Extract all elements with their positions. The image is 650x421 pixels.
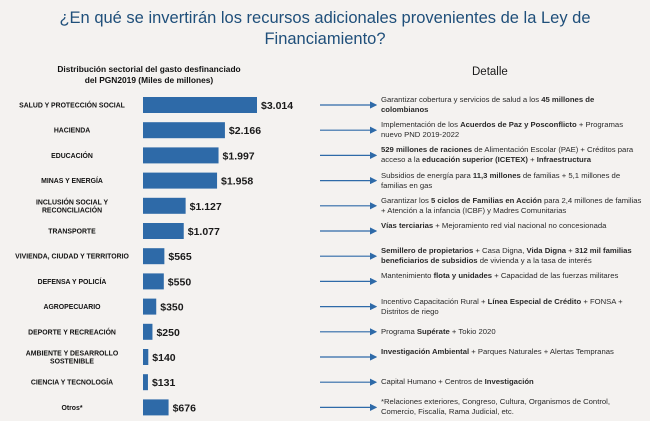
chart-title-line2: del PGN2019 (Miles de millones) — [84, 75, 214, 85]
category-label: TRANSPORTE — [48, 229, 96, 236]
bar — [143, 248, 165, 265]
bar — [143, 147, 219, 164]
detail-text: Implementación de los Acuerdos de Paz y … — [381, 120, 624, 140]
bar — [143, 197, 186, 214]
bar — [143, 323, 153, 340]
category-label: MINAS Y ENERGÍA — [41, 176, 103, 185]
bar-value-label: $550 — [168, 276, 192, 288]
chart-title: Distribución sectorial del gasto desfina… — [34, 64, 264, 86]
bar-value-label: $565 — [168, 251, 192, 263]
detail-text: Vías terciarias + Mejoramiento red vial … — [381, 221, 607, 230]
detail-text: Capital Humano + Centros de Investigació… — [381, 377, 534, 387]
bar — [143, 349, 149, 365]
bar-value-label: $140 — [152, 352, 176, 364]
detail-text: Garantizar cobertura y servicios de salu… — [381, 95, 595, 114]
detail-text: *Relaciones exteriores, Congreso, Cultur… — [381, 397, 611, 417]
bar-value-label: $1.127 — [190, 201, 222, 213]
detail-text: 529 millones de raciones de Alimentación… — [381, 145, 634, 165]
detail-text: Subsidios de energía para 11,3 millones … — [381, 170, 621, 190]
bar — [143, 223, 184, 239]
bar-value-label: $350 — [160, 302, 184, 314]
bar-value-label: $676 — [173, 402, 197, 414]
detail-text: Incentivo Capacitación Rural + Línea Esp… — [381, 296, 623, 316]
chart-title-line1: Distribución sectorial del gasto desfina… — [57, 64, 241, 74]
category-label: AGROPECUARIO — [43, 304, 101, 311]
bar-value-label: $1.077 — [188, 226, 220, 238]
bar — [143, 122, 225, 139]
bar — [143, 298, 157, 315]
bar-value-label: $250 — [156, 327, 180, 339]
detail-header: Detalle — [472, 66, 508, 78]
bar — [143, 273, 164, 290]
detail-text: Programa Supérate + Tokio 2020 — [381, 326, 496, 336]
bar-value-label: $1.958 — [221, 176, 253, 188]
category-label: Otros* — [61, 405, 82, 412]
category-label: HACIENDA — [54, 128, 90, 135]
category-label: VIVIENDA, CIUDAD Y TERRITORIO — [15, 254, 129, 261]
bar — [143, 399, 169, 416]
detail-text: Garantizar los 5 ciclos de Familias en A… — [381, 195, 642, 215]
detail-text: Investigación Ambiental + Parques Natura… — [381, 347, 614, 356]
bar — [143, 172, 218, 189]
category-label: INCLUSIÓN SOCIAL Y RECONCILIACIÓN — [36, 197, 109, 214]
page-title: ¿En qué se invertirán los recursos adici… — [0, 8, 650, 50]
page-title-line2: Financiamiento? — [264, 30, 386, 48]
bar-value-label: $1.997 — [223, 150, 255, 162]
category-label: DEFENSA Y POLICÍA — [38, 277, 107, 286]
category-label: AMBIENTE Y DESARROLLO SOSTENIBLE — [26, 351, 119, 366]
bar — [143, 97, 257, 113]
bar-value-label: $3.014 — [261, 100, 293, 112]
bar-value-label: $131 — [152, 377, 176, 389]
category-label: SALUD Y PROTECCIÓN SOCIAL — [19, 101, 125, 110]
detail-text: Semillero de propietarios + Casa Digna, … — [381, 246, 632, 266]
page-title-line1: ¿En qué se invertirán los recursos adici… — [59, 9, 591, 27]
detail-text: Mantenimiento flota y unidades + Capacid… — [381, 271, 619, 281]
category-label: CIENCIA Y TECNOLOGÍA — [31, 378, 113, 387]
bar-value-label: $2.166 — [229, 125, 261, 137]
category-label: DEPORTE Y RECREACIÓN — [28, 327, 116, 336]
bar — [143, 374, 148, 391]
category-label: EDUCACIÓN — [51, 151, 93, 160]
